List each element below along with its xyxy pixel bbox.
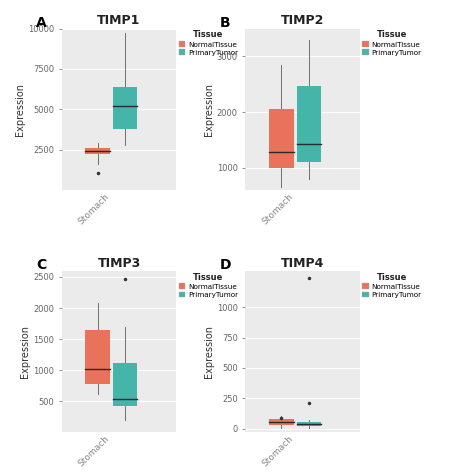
Text: C: C	[36, 258, 46, 272]
Bar	[85, 148, 110, 154]
Bar	[269, 419, 293, 425]
Bar	[85, 330, 110, 384]
Y-axis label: Expression: Expression	[204, 83, 214, 136]
Bar	[297, 86, 321, 162]
Title: TIMP2: TIMP2	[281, 14, 325, 28]
Text: B: B	[220, 16, 231, 29]
Legend: NormalTissue, PrimaryTumor: NormalTissue, PrimaryTumor	[177, 271, 239, 299]
Y-axis label: Expression: Expression	[20, 325, 30, 378]
Y-axis label: Expression: Expression	[204, 325, 214, 378]
Bar	[113, 363, 137, 406]
Bar	[113, 86, 137, 129]
Text: D: D	[220, 258, 232, 272]
Legend: NormalTissue, PrimaryTumor: NormalTissue, PrimaryTumor	[361, 271, 423, 299]
Title: TIMP3: TIMP3	[98, 256, 141, 270]
Bar	[297, 422, 321, 426]
Title: TIMP1: TIMP1	[97, 14, 141, 28]
Text: A: A	[36, 16, 47, 29]
Legend: NormalTissue, PrimaryTumor: NormalTissue, PrimaryTumor	[361, 29, 423, 57]
Bar	[269, 109, 293, 168]
Y-axis label: Expression: Expression	[15, 83, 25, 136]
Legend: NormalTissue, PrimaryTumor: NormalTissue, PrimaryTumor	[177, 29, 239, 57]
Title: TIMP4: TIMP4	[281, 256, 325, 270]
